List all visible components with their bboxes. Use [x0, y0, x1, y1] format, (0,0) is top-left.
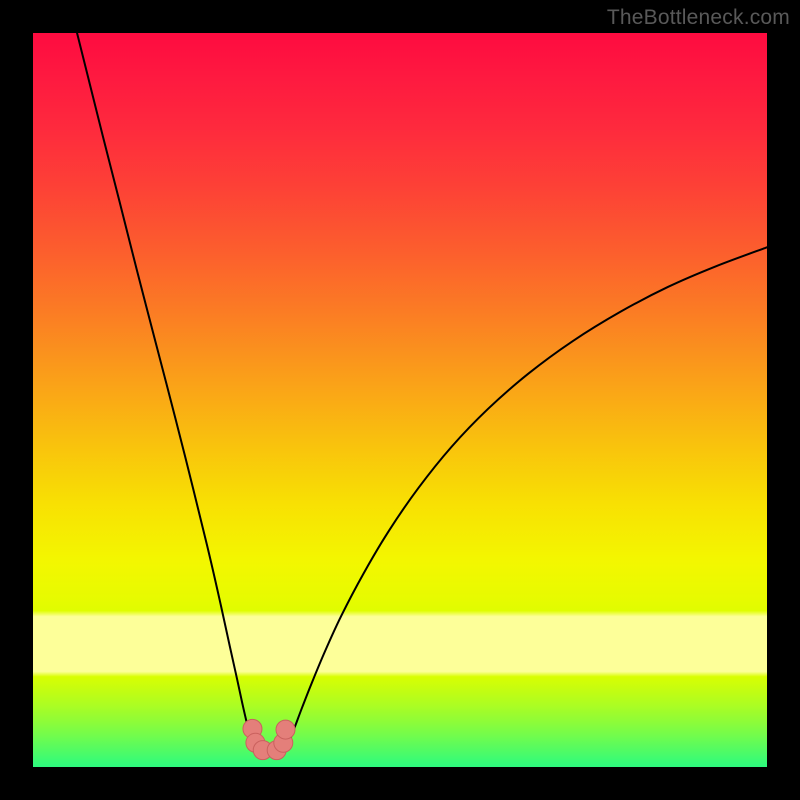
trough-markers — [33, 33, 767, 767]
bottleneck-chart — [33, 33, 767, 767]
frame-bottom — [0, 767, 800, 800]
frame-left — [0, 0, 33, 800]
watermark-text: TheBottleneck.com — [607, 6, 790, 30]
trough-marker — [276, 720, 295, 739]
frame-right — [767, 0, 800, 800]
